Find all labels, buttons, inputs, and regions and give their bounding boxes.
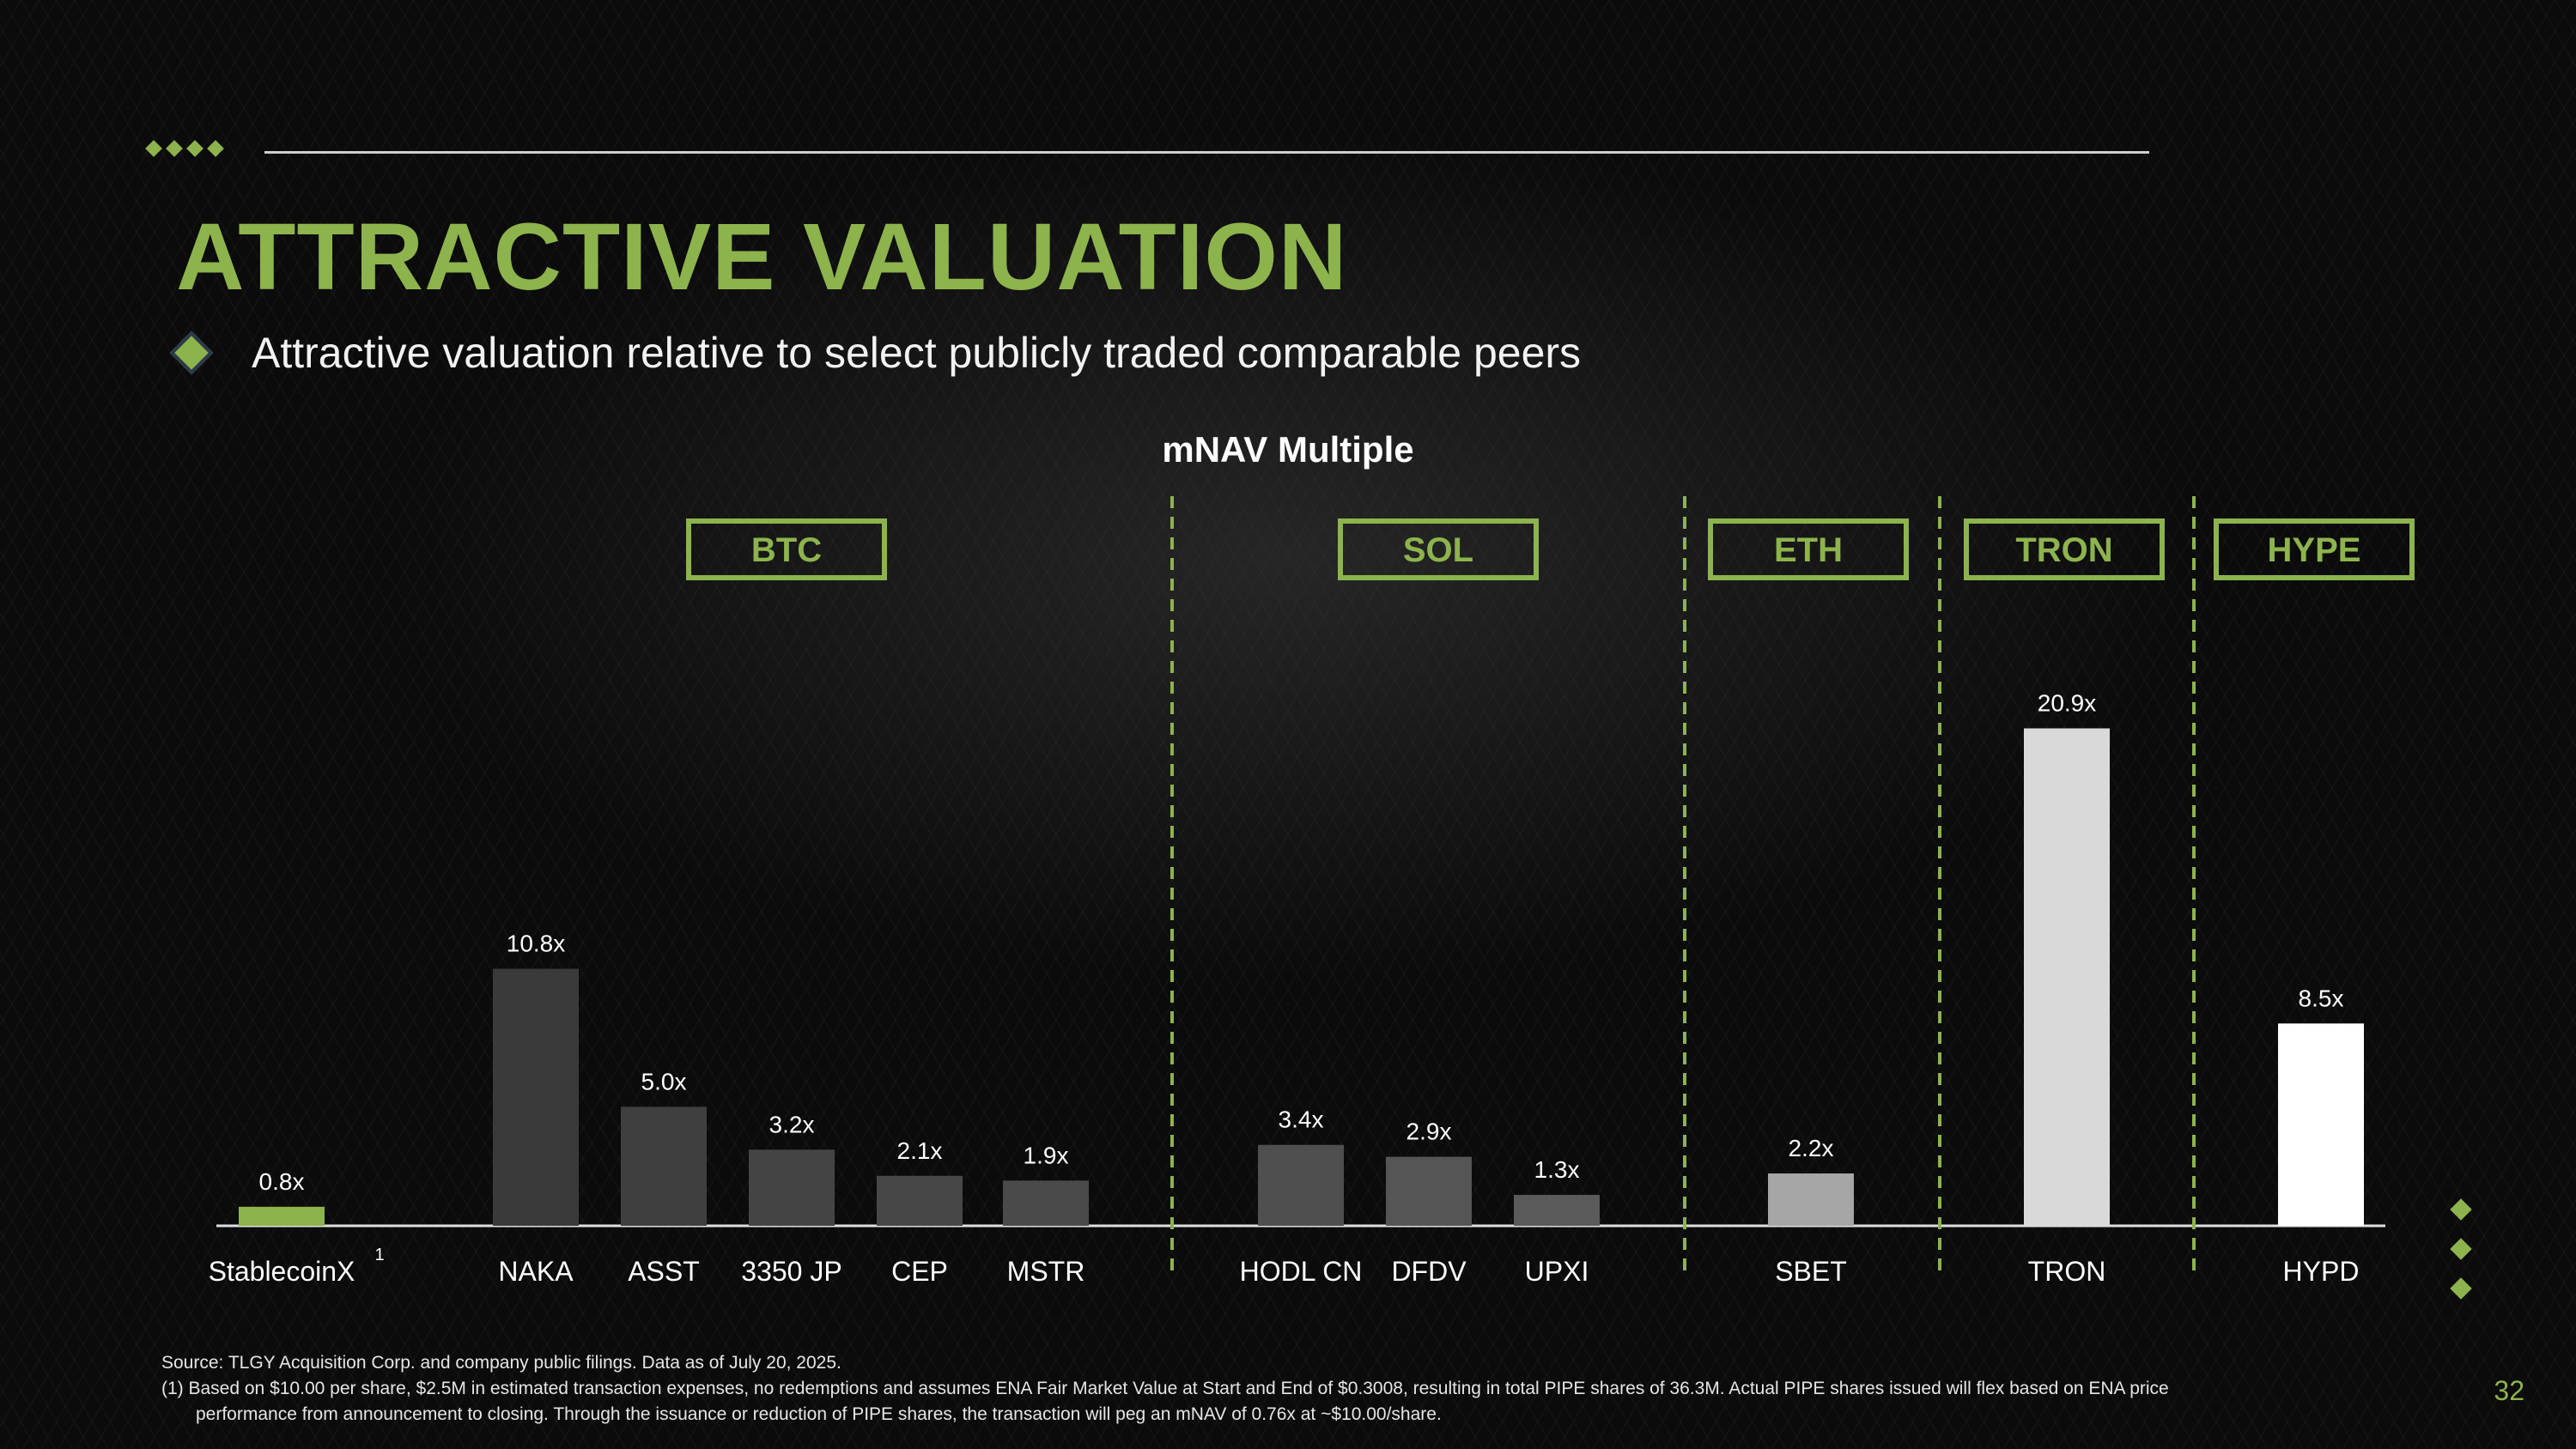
group-label: HYPE (2268, 531, 2361, 569)
category-label: HODL CN (1240, 1256, 1363, 1287)
value-label: 3.2x (769, 1111, 815, 1137)
bar (2278, 1023, 2364, 1226)
footnote-superscript: 1 (374, 1246, 384, 1264)
category-label: SBET (1775, 1256, 1847, 1287)
value-label: 8.5x (2299, 985, 2344, 1011)
value-label: 3.4x (1279, 1106, 1324, 1133)
bar (1003, 1180, 1089, 1226)
category-label: MSTR (1007, 1256, 1085, 1287)
slide-title: ATTRACTIVE VALUATION (176, 204, 1348, 310)
value-label: 1.3x (1534, 1156, 1580, 1183)
value-label: 2.2x (1789, 1135, 1834, 1161)
category-label: HYPD (2283, 1256, 2360, 1287)
group-label: TRON (2015, 531, 2112, 569)
bar (1258, 1144, 1344, 1226)
bar (1768, 1173, 1854, 1226)
group-label: BTC (751, 531, 822, 569)
bullet-text: Attractive valuation relative to select … (252, 329, 1582, 377)
category-label: NAKA (498, 1256, 574, 1287)
value-label: 20.9x (2038, 690, 2097, 717)
bar (1514, 1194, 1600, 1226)
group-label: ETH (1774, 531, 1843, 569)
chart-title: mNAV Multiple (1162, 429, 1414, 470)
bar (749, 1149, 835, 1226)
category-label: DFDV (1391, 1256, 1467, 1287)
bar (493, 968, 579, 1226)
value-label: 2.9x (1406, 1119, 1452, 1145)
value-label: 10.8x (507, 931, 566, 957)
value-label: 0.8x (259, 1168, 305, 1195)
category-label: TRON (2028, 1256, 2106, 1287)
group-label-box (1964, 518, 2165, 580)
group-label-box (2214, 518, 2415, 580)
bar (239, 1206, 325, 1226)
group-label-box (1338, 518, 1539, 580)
category-label: 3350 JP (741, 1256, 841, 1287)
group-label-box (686, 518, 887, 580)
bar (621, 1106, 707, 1226)
group-label: SOL (1403, 531, 1473, 569)
category-label: CEP (891, 1256, 948, 1287)
category-label: UPXI (1525, 1256, 1589, 1287)
category-label: StablecoinX (209, 1256, 355, 1287)
value-label: 5.0x (641, 1068, 687, 1094)
value-label: 2.1x (897, 1137, 943, 1164)
side-decorative-diamonds (2450, 1198, 2472, 1300)
footnote-1: (1) Based on $10.00 per share, $2.5M in … (161, 1379, 2169, 1424)
category-label: ASST (628, 1256, 700, 1287)
footnotes: Source: TLGY Acquisition Corp. and compa… (161, 1350, 2274, 1428)
page-number: 32 (2494, 1375, 2524, 1406)
bullet-point: Attractive valuation relative to select … (169, 328, 1582, 378)
header-divider (264, 151, 2149, 154)
diamond-icon (2450, 1238, 2472, 1260)
bar (1386, 1156, 1472, 1226)
group-label-box (1708, 518, 1909, 580)
footnote-source: Source: TLGY Acquisition Corp. and compa… (161, 1353, 841, 1373)
value-label: 1.9x (1024, 1142, 1069, 1168)
bar (2024, 728, 2110, 1226)
diamond-icon (2450, 1277, 2472, 1300)
bar (877, 1175, 963, 1226)
diamond-icon (2450, 1198, 2472, 1221)
